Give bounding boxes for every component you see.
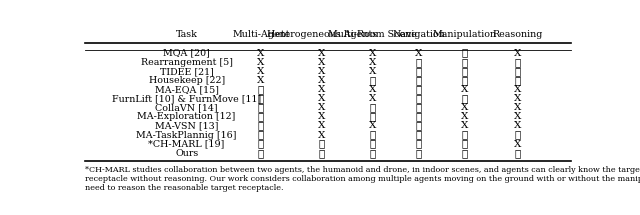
Text: Reasoning: Reasoning bbox=[492, 30, 543, 39]
Text: X: X bbox=[369, 85, 376, 94]
Text: MA-Exploration [12]: MA-Exploration [12] bbox=[138, 112, 236, 121]
Text: ✓: ✓ bbox=[258, 94, 264, 103]
Text: CollaVN [14]: CollaVN [14] bbox=[156, 103, 218, 112]
Text: ✓: ✓ bbox=[258, 131, 264, 140]
Text: ✓: ✓ bbox=[415, 149, 422, 158]
Text: X: X bbox=[514, 140, 521, 149]
Text: *CH-MARL studies collaboration between two agents, the humanoid and drone, in in: *CH-MARL studies collaboration between t… bbox=[85, 166, 640, 174]
Text: X: X bbox=[318, 58, 326, 67]
Text: Ours: Ours bbox=[175, 149, 198, 158]
Text: X: X bbox=[461, 85, 468, 94]
Text: ✓: ✓ bbox=[415, 67, 422, 76]
Text: ✓: ✓ bbox=[415, 76, 422, 85]
Text: Heterogeneous Agents: Heterogeneous Agents bbox=[267, 30, 377, 39]
Text: X: X bbox=[257, 49, 265, 58]
Text: Task: Task bbox=[176, 30, 198, 39]
Text: X: X bbox=[461, 121, 468, 131]
Text: Multi-Room Scene: Multi-Room Scene bbox=[328, 30, 417, 39]
Text: ✓: ✓ bbox=[515, 76, 520, 85]
Text: ✓: ✓ bbox=[258, 103, 264, 112]
Text: receptacle without reasoning. Our work considers collaboration among multiple ag: receptacle without reasoning. Our work c… bbox=[85, 175, 640, 183]
Text: ✓: ✓ bbox=[415, 94, 422, 103]
Text: X: X bbox=[514, 121, 521, 131]
Text: ✓: ✓ bbox=[461, 58, 468, 67]
Text: Rearrangement [5]: Rearrangement [5] bbox=[141, 58, 233, 67]
Text: ✓: ✓ bbox=[369, 149, 376, 158]
Text: Housekeep [22]: Housekeep [22] bbox=[148, 76, 225, 85]
Text: Navigation: Navigation bbox=[392, 30, 445, 39]
Text: X: X bbox=[318, 112, 326, 121]
Text: ✓: ✓ bbox=[415, 131, 422, 140]
Text: X: X bbox=[318, 67, 326, 76]
Text: ✓: ✓ bbox=[461, 94, 468, 103]
Text: MA-VSN [13]: MA-VSN [13] bbox=[155, 121, 218, 131]
Text: ✓: ✓ bbox=[415, 103, 422, 112]
Text: X: X bbox=[461, 112, 468, 121]
Text: ✓: ✓ bbox=[258, 121, 264, 131]
Text: ✓: ✓ bbox=[461, 131, 468, 140]
Text: ✓: ✓ bbox=[515, 67, 520, 76]
Text: X: X bbox=[514, 94, 521, 103]
Text: X: X bbox=[369, 67, 376, 76]
Text: X: X bbox=[369, 58, 376, 67]
Text: X: X bbox=[514, 85, 521, 94]
Text: ✓: ✓ bbox=[515, 58, 520, 67]
Text: X: X bbox=[318, 121, 326, 131]
Text: ✓: ✓ bbox=[258, 149, 264, 158]
Text: X: X bbox=[257, 67, 265, 76]
Text: ✓: ✓ bbox=[415, 85, 422, 94]
Text: X: X bbox=[461, 103, 468, 112]
Text: ✓: ✓ bbox=[461, 67, 468, 76]
Text: ✓: ✓ bbox=[319, 149, 325, 158]
Text: Multi-Agent: Multi-Agent bbox=[232, 30, 290, 39]
Text: ✓: ✓ bbox=[369, 140, 376, 149]
Text: X: X bbox=[369, 49, 376, 58]
Text: ✓: ✓ bbox=[369, 131, 376, 140]
Text: ✓: ✓ bbox=[369, 103, 376, 112]
Text: ✓: ✓ bbox=[461, 49, 468, 58]
Text: X: X bbox=[514, 49, 521, 58]
Text: MA-TaskPlannig [16]: MA-TaskPlannig [16] bbox=[136, 131, 237, 140]
Text: need to reason the reasonable target receptacle.: need to reason the reasonable target rec… bbox=[85, 184, 284, 192]
Text: MA-EQA [15]: MA-EQA [15] bbox=[155, 85, 219, 94]
Text: FurnLift [10] & FurnMove [11]: FurnLift [10] & FurnMove [11] bbox=[112, 94, 261, 103]
Text: X: X bbox=[369, 121, 376, 131]
Text: X: X bbox=[369, 94, 376, 103]
Text: ✓: ✓ bbox=[461, 149, 468, 158]
Text: X: X bbox=[415, 49, 422, 58]
Text: ✓: ✓ bbox=[415, 121, 422, 131]
Text: X: X bbox=[318, 85, 326, 94]
Text: ✓: ✓ bbox=[369, 76, 376, 85]
Text: TIDEE [21]: TIDEE [21] bbox=[160, 67, 214, 76]
Text: ✓: ✓ bbox=[461, 76, 468, 85]
Text: X: X bbox=[318, 94, 326, 103]
Text: *CH-MARL [19]: *CH-MARL [19] bbox=[148, 140, 225, 149]
Text: X: X bbox=[257, 76, 265, 85]
Text: ✓: ✓ bbox=[415, 140, 422, 149]
Text: X: X bbox=[318, 103, 326, 112]
Text: ✓: ✓ bbox=[258, 140, 264, 149]
Text: ✓: ✓ bbox=[515, 131, 520, 140]
Text: ✓: ✓ bbox=[415, 112, 422, 121]
Text: ✓: ✓ bbox=[461, 140, 468, 149]
Text: X: X bbox=[318, 49, 326, 58]
Text: ✓: ✓ bbox=[319, 140, 325, 149]
Text: X: X bbox=[318, 76, 326, 85]
Text: X: X bbox=[514, 112, 521, 121]
Text: ✓: ✓ bbox=[369, 112, 376, 121]
Text: X: X bbox=[257, 58, 265, 67]
Text: X: X bbox=[514, 103, 521, 112]
Text: MQA [20]: MQA [20] bbox=[163, 49, 210, 58]
Text: Manipulation: Manipulation bbox=[433, 30, 497, 39]
Text: ✓: ✓ bbox=[258, 85, 264, 94]
Text: ✓: ✓ bbox=[515, 149, 520, 158]
Text: X: X bbox=[318, 131, 326, 140]
Text: ✓: ✓ bbox=[415, 58, 422, 67]
Text: ✓: ✓ bbox=[258, 112, 264, 121]
